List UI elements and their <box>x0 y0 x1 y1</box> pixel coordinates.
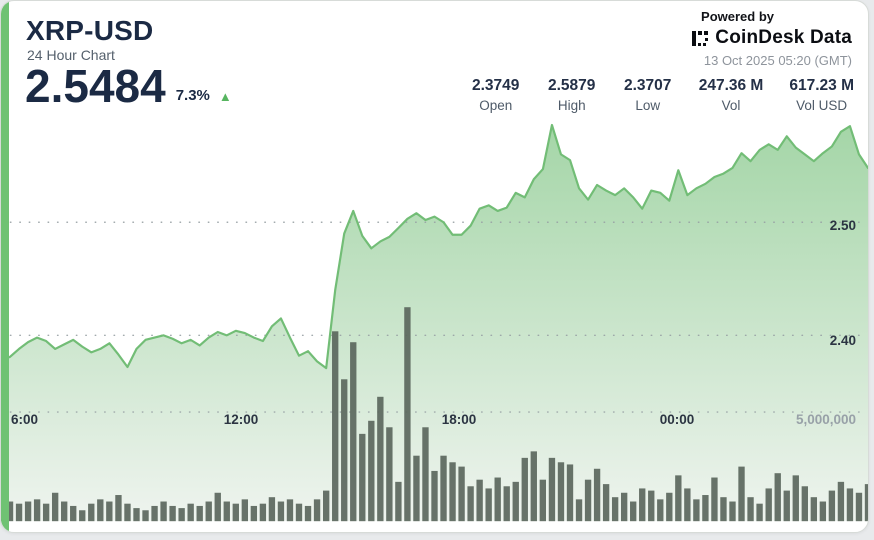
stat-vol-usd: 617.23 M Vol USD <box>789 77 854 113</box>
stat-open-label: Open <box>479 98 513 113</box>
price-tick-250: 2.50 <box>829 218 856 233</box>
stat-low: 2.3707 Low <box>623 77 673 113</box>
timestamp: 13 Oct 2025 05:20 (GMT) <box>703 53 852 68</box>
up-triangle-icon: ▲ <box>218 89 232 104</box>
stat-low-label: Low <box>635 98 661 113</box>
brand-name: CoinDesk Data <box>715 27 852 48</box>
branding-block: Powered by CoinDesk Data 13 Oct 2025 05:… <box>692 9 852 68</box>
current-price: 2.5484 <box>25 60 166 112</box>
green-accent-bar <box>1 1 9 532</box>
price-tick-240: 2.40 <box>829 333 856 348</box>
coindesk-logo-icon <box>692 30 709 46</box>
stat-high-value: 2.5879 <box>548 77 596 94</box>
stat-vol-usd-value: 617.23 M <box>789 77 854 94</box>
stat-vol: 247.36 M Vol <box>699 77 764 113</box>
stat-high-label: High <box>557 98 586 113</box>
stat-low-value: 2.3707 <box>624 77 672 94</box>
x-tick-18: 18:00 <box>441 412 477 427</box>
stat-high: 2.5879 High <box>547 77 597 113</box>
change-percent: 7.3% <box>175 87 210 104</box>
powered-by-label: Powered by <box>701 9 774 24</box>
page-title: XRP-USD <box>26 15 154 46</box>
stat-vol-value: 247.36 M <box>698 77 764 94</box>
x-tick-12: 12:00 <box>223 412 259 427</box>
price-row: 2.5484 7.3% ▲ <box>25 63 232 109</box>
x-tick-6: 6:00 <box>11 412 39 427</box>
x-tick-00: 00:00 <box>659 412 695 427</box>
coindesk-data-link[interactable]: CoinDesk Data <box>692 27 852 49</box>
price-volume-chart <box>1 123 868 522</box>
volume-axis-tick: 5,000,000 <box>795 412 856 427</box>
stat-vol-usd-label: Vol USD <box>796 98 848 113</box>
stat-open-value: 2.3749 <box>472 77 520 94</box>
stat-vol-label: Vol <box>721 98 741 113</box>
ohlc-stats-row: 2.3749 Open 2.5879 High 2.3707 Low 247.3… <box>471 77 854 113</box>
stat-open: 2.3749 Open <box>471 77 521 113</box>
chart-subtitle: 24 Hour Chart <box>27 47 115 63</box>
